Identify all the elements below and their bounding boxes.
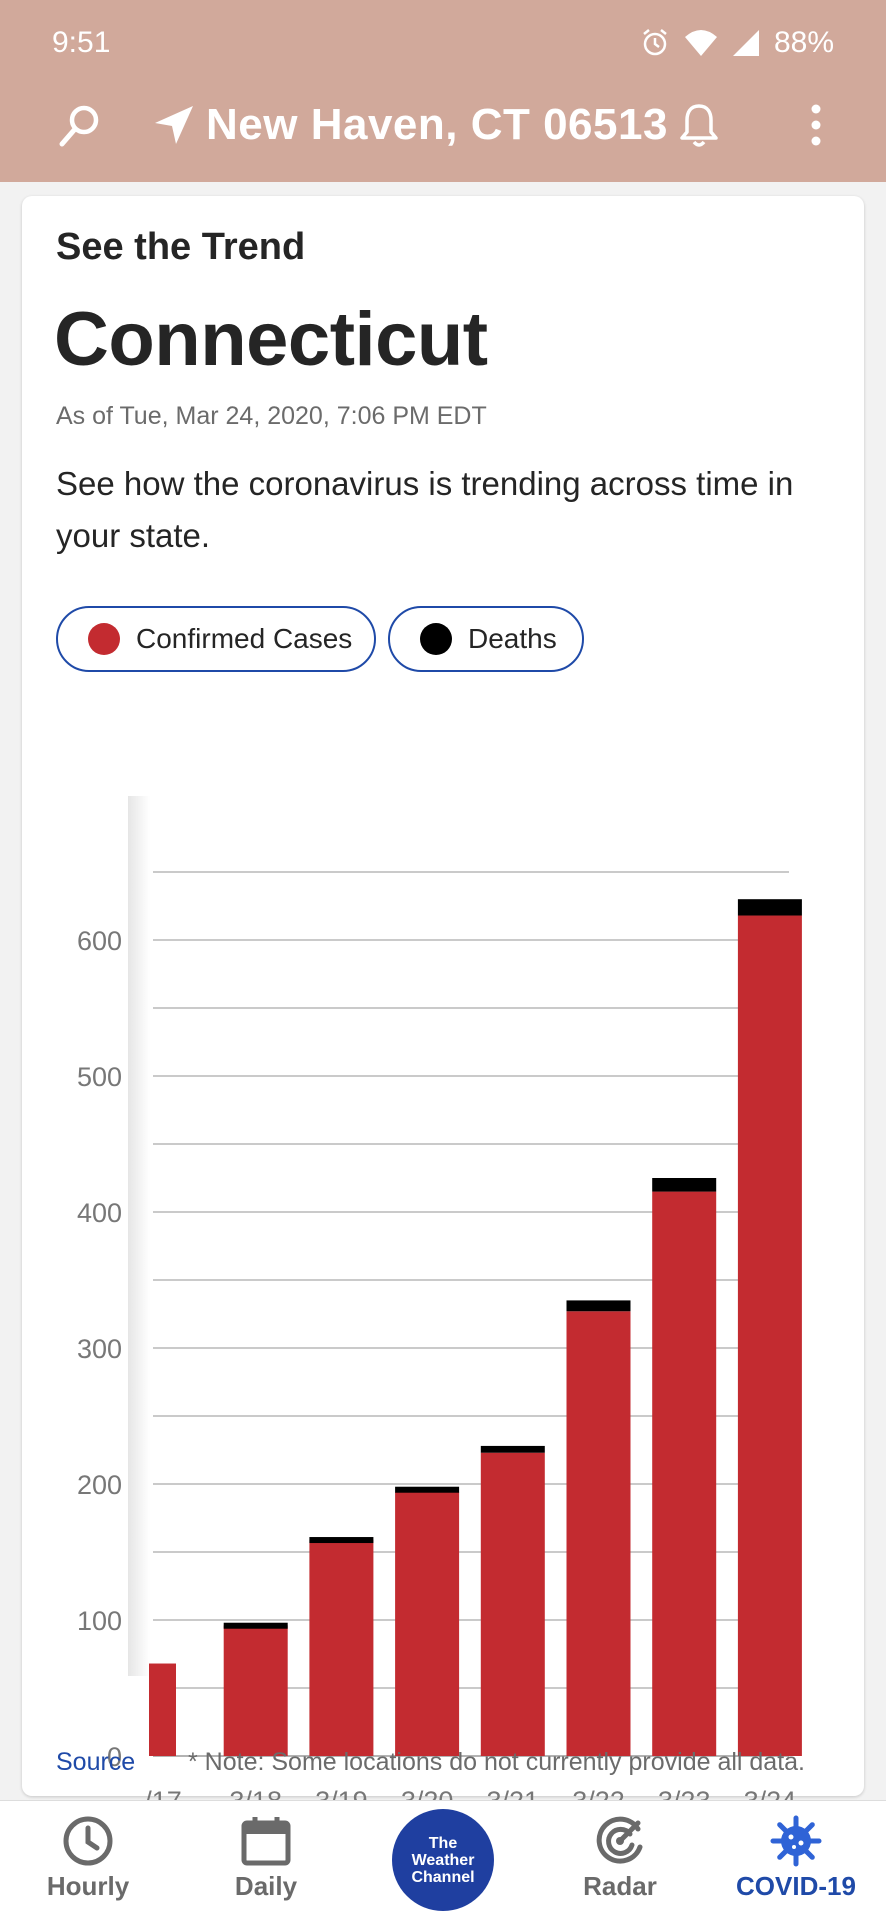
toolbar: New Haven, CT 06513 [0, 92, 886, 166]
bar-confirmed-cases [652, 1191, 717, 1756]
bar-confirmed-cases [480, 1452, 545, 1756]
bar-deaths [652, 1178, 717, 1192]
legend-label-deaths: Deaths [468, 623, 557, 654]
status-icons: 88% [640, 26, 834, 60]
radar-icon [596, 1816, 643, 1864]
bar-confirmed-cases [395, 1492, 460, 1756]
source-link[interactable]: Source [56, 1748, 136, 1776]
alarm-icon [643, 29, 667, 56]
bar-confirmed-cases [737, 915, 802, 1756]
state-title: Connecticut [54, 297, 488, 382]
y-tick-label: 600 [77, 926, 122, 956]
brand-line-3: Channel [411, 1868, 475, 1886]
status-bar: 9:51 88% [0, 22, 886, 62]
brand-line-2: Weather [411, 1851, 475, 1869]
nav-covid-19[interactable]: COVID-19 [726, 1815, 866, 1902]
bar-confirmed-cases [309, 1539, 374, 1756]
nav-radar[interactable]: Radar [550, 1815, 690, 1902]
bar-deaths [566, 1300, 631, 1312]
bar-deaths [309, 1537, 374, 1544]
legend-dot-deaths [420, 623, 452, 655]
card-description: See how the coronavirus is trending acro… [56, 465, 794, 554]
legend-toggle-deaths[interactable]: Deaths [388, 606, 584, 672]
battery-percent: 88% [773, 26, 834, 59]
data-note: * Note: Some locations do not currently … [188, 1748, 806, 1776]
bar-deaths [395, 1486, 460, 1493]
legend-dot-cases [88, 623, 120, 655]
nav-daily[interactable]: Daily [196, 1815, 336, 1902]
nav-radar-label: Radar [583, 1871, 657, 1901]
y-tick-label: 300 [77, 1334, 122, 1364]
nav-hourly-label: Hourly [46, 1871, 130, 1901]
bar-confirmed-cases [566, 1311, 631, 1756]
virus-icon [770, 1815, 822, 1867]
trend-card: See the Trend Connecticut As of Tue, Mar… [22, 196, 864, 1816]
bar-confirmed-cases [223, 1625, 288, 1756]
bar-deaths [223, 1622, 288, 1629]
y-tick-label: 0 [107, 1742, 122, 1772]
nav-covid-label: COVID-19 [736, 1871, 856, 1901]
search-icon[interactable] [58, 104, 102, 148]
bell-icon[interactable] [678, 102, 720, 148]
bar-deaths [480, 1445, 545, 1453]
calendar-icon [241, 1817, 291, 1866]
card-eyebrow: See the Trend [56, 226, 306, 268]
y-tick-label: 500 [77, 1062, 122, 1092]
bottom-navigation: Hourly Daily The Weather Channel Radar [0, 1800, 886, 1921]
navigation-arrow-icon [155, 106, 193, 144]
y-tick-label: 400 [77, 1198, 122, 1228]
location-label: New Haven, CT 06513 [206, 100, 668, 149]
app-bar: 9:51 88% New Haven, CT 06513 [0, 0, 886, 182]
legend-label-cases: Confirmed Cases [136, 623, 353, 654]
bar-deaths [737, 899, 802, 916]
brand-line-1: The [428, 1834, 458, 1852]
y-tick-label: 100 [77, 1606, 122, 1636]
y-tick-label: 200 [77, 1470, 122, 1500]
clock-icon [63, 1816, 113, 1866]
wifi-icon [684, 30, 717, 56]
signal-icon [732, 30, 759, 56]
more-vert-icon[interactable] [806, 102, 826, 148]
weather-channel-logo[interactable]: The Weather Channel [392, 1809, 494, 1911]
status-time: 9:51 [52, 26, 111, 59]
nav-hourly[interactable]: Hourly [18, 1815, 158, 1902]
location-selector[interactable]: New Haven, CT 06513 [152, 100, 668, 150]
nav-daily-label: Daily [234, 1871, 298, 1901]
legend-toggle-confirmed-cases[interactable]: Confirmed Cases [56, 606, 376, 672]
as-of-timestamp: As of Tue, Mar 24, 2020, 7:06 PM EDT [56, 402, 487, 430]
bar-confirmed-cases [149, 1663, 176, 1756]
